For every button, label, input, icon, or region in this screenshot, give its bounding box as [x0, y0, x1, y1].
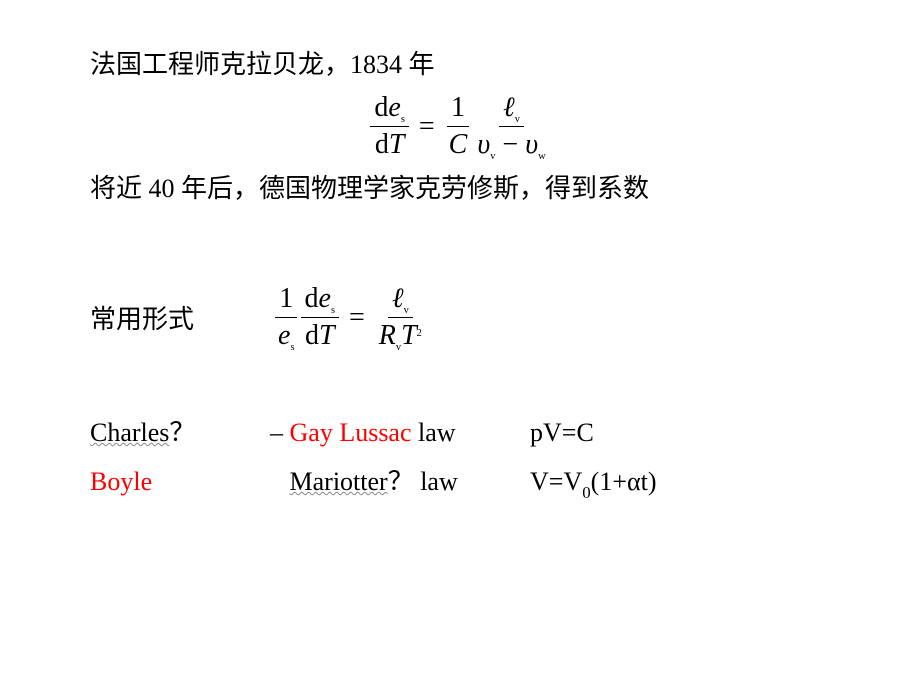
dash: – — [270, 418, 290, 447]
q2: ？ — [388, 467, 414, 496]
eq2-ell: ℓ — [392, 283, 404, 314]
eq2-d1: d — [305, 283, 319, 314]
eq1-e: e — [388, 92, 400, 123]
equation-1: des dT = 1 C ℓv υv − υw — [90, 92, 830, 161]
eq1-v2-sub: w — [538, 151, 546, 162]
pvc-formula: pV=C — [530, 418, 830, 448]
intro-line-2: 将近 40 年后，德国物理学家克劳修斯，得到系数 — [90, 169, 830, 208]
eq2-T2-sup: 2 — [417, 328, 422, 339]
eq1-ell-sub: v — [515, 114, 520, 125]
eq1-d1: d — [374, 92, 388, 123]
eq1-v2: υ — [525, 129, 538, 160]
boyle-name: Boyle — [90, 467, 152, 496]
eq1-v1: υ — [477, 129, 490, 160]
vv0-zero: 0 — [582, 483, 590, 502]
vv0-paren: (1+ — [591, 467, 627, 496]
eq1-one: 1 — [451, 92, 465, 123]
laws-section: Charles？ – Gay Lussac law pV=C Boyle – M… — [90, 412, 830, 501]
eq2-T1: T — [319, 320, 335, 351]
law-row-2: Boyle – Mariotter？ law V=V0(1+αt) — [90, 461, 830, 501]
eq2-e-den-sub: s — [290, 342, 294, 353]
mariotter-name: Mariotter — [290, 467, 388, 496]
eq2-one: 1 — [279, 283, 293, 314]
eq2-ell-sub: v — [404, 305, 409, 316]
eq1-equals: = — [419, 111, 435, 143]
q1: ？ — [169, 418, 195, 447]
eq2-equals: = — [349, 302, 365, 334]
eq1-s-sub: s — [401, 114, 405, 125]
common-form-label: 常用形式 — [90, 299, 194, 336]
vv0-alpha: α — [627, 467, 641, 496]
eq2-e-num-sub: s — [331, 305, 335, 316]
law-text-2: law — [414, 467, 458, 496]
eq2-e-den: e — [278, 320, 290, 351]
eq2-R-sub: v — [396, 342, 401, 353]
eq2-e-num: e — [319, 283, 331, 314]
equation-2-row: 常用形式 1 es des dT = ℓv RvT2 — [90, 283, 830, 352]
vv0-part1: V=V — [530, 467, 582, 496]
eq1-C: C — [449, 129, 468, 160]
vv0-close: t) — [641, 467, 657, 496]
eq1-ell: ℓ — [503, 92, 515, 123]
intro-line-1: 法国工程师克拉贝龙，1834 年 — [90, 45, 830, 84]
law-text-1: law — [412, 418, 456, 447]
eq1-T: T — [389, 129, 405, 160]
eq1-v1-sub: v — [490, 151, 495, 162]
eq2-T2: T — [401, 320, 417, 351]
eq2-d2: d — [305, 320, 319, 351]
charles-name: Charles — [90, 418, 169, 447]
eq1-minus: − — [495, 129, 525, 160]
gay-lussac-name: Gay Lussac — [290, 418, 412, 447]
eq1-d2: d — [375, 129, 389, 160]
eq2-R: R — [379, 320, 396, 351]
law-row-1: Charles？ – Gay Lussac law pV=C — [90, 412, 830, 449]
